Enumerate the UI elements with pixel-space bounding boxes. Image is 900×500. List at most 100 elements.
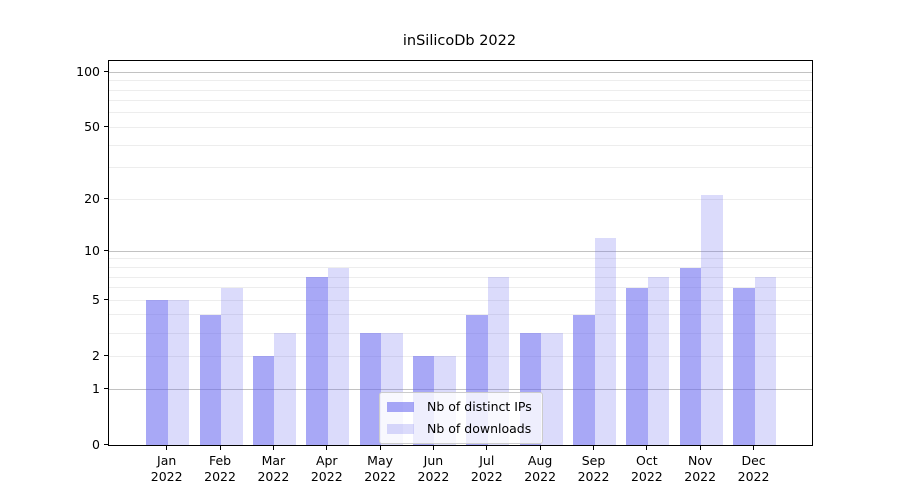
gridline-minor [109, 89, 812, 91]
x-tick-mark [379, 445, 381, 450]
x-tick-mark [753, 445, 755, 450]
bar-downloads-dec [754, 277, 777, 445]
bar-downloads-jan [167, 300, 190, 445]
y-tick-label: 0 [92, 436, 100, 452]
gridline-minor [109, 144, 812, 146]
x-tick-label: Apr 2022 [295, 453, 359, 485]
x-tick-label-year: 2022 [630, 469, 663, 484]
x-tick-label: Nov 2022 [668, 453, 732, 485]
x-tick-mark [432, 445, 434, 450]
x-tick-label-month: Sep [581, 453, 606, 468]
bar-downloads-mar [274, 333, 296, 445]
x-tick-label-year: 2022 [257, 469, 290, 484]
y-tick-label: 1 [92, 380, 100, 396]
x-tick-label-month: Aug [527, 453, 553, 468]
x-tick-mark [166, 445, 168, 450]
bar-downloads-nov [701, 195, 723, 445]
x-tick-mark [699, 445, 701, 450]
gridline-minor [109, 126, 812, 128]
x-tick-label-year: 2022 [470, 469, 503, 484]
bar-distinct-ips-nov [679, 267, 702, 445]
bar-downloads-apr [327, 267, 350, 445]
gridline-minor [109, 299, 812, 301]
x-tick-label: Jun 2022 [401, 453, 465, 485]
x-tick-label: Dec 2022 [722, 453, 786, 485]
legend-swatch-downloads [387, 423, 414, 434]
x-tick-mark [326, 445, 328, 450]
legend-item-distinct-ips: Nb of distinct IPs [387, 399, 532, 414]
x-tick-label-month: Nov [687, 453, 713, 468]
y-tick-mark [103, 197, 108, 199]
gridline-minor [109, 332, 812, 334]
bar-distinct-ips-jan [146, 300, 168, 445]
y-tick-mark [103, 354, 108, 356]
x-tick-mark [593, 445, 594, 450]
gridline-major [109, 71, 812, 73]
x-tick-label-month: Oct [636, 453, 658, 468]
bar-distinct-ips-mar [252, 356, 275, 445]
x-tick-label: Jul 2022 [455, 453, 519, 485]
x-tick-label-month: Feb [208, 453, 232, 468]
x-tick-label: Aug 2022 [508, 453, 572, 485]
y-tick-mark [103, 387, 108, 389]
gridline-minor [109, 287, 812, 289]
gridline-minor [109, 112, 812, 114]
y-tick-label: 2 [92, 347, 100, 363]
gridline-major [109, 388, 812, 390]
gridline-minor [109, 80, 812, 82]
x-tick-label: Jan 2022 [135, 453, 199, 485]
x-tick-label-month: Dec [741, 453, 766, 468]
gridline-minor [109, 258, 812, 260]
bar-distinct-ips-oct [626, 287, 648, 445]
plot-area [108, 60, 813, 446]
bar-downloads-oct [647, 277, 670, 445]
x-tick-label-year: 2022 [417, 469, 450, 484]
gridline-minor [109, 314, 812, 316]
x-tick-mark [646, 445, 648, 450]
y-tick-label: 5 [92, 291, 100, 307]
bar-downloads-feb [221, 287, 243, 445]
x-tick-label-year: 2022 [524, 469, 557, 484]
x-tick-mark [272, 445, 274, 450]
x-tick-label-year: 2022 [310, 469, 343, 484]
x-tick-label-year: 2022 [577, 469, 610, 484]
x-tick-label-year: 2022 [364, 469, 396, 484]
x-tick-label-month: Mar [261, 453, 286, 468]
y-tick-label: 20 [84, 190, 100, 206]
x-tick-label-year: 2022 [204, 469, 236, 484]
x-tick-mark [539, 445, 541, 450]
legend-item-downloads: Nb of downloads [387, 421, 532, 436]
x-tick-label: Mar 2022 [241, 453, 305, 485]
y-tick-label: 10 [84, 242, 100, 258]
bar-distinct-ips-may [359, 333, 382, 445]
gridline-minor [109, 267, 812, 268]
x-tick-label-month: Jan [157, 453, 177, 468]
bar-downloads-sep [594, 237, 616, 445]
bar-distinct-ips-feb [199, 314, 222, 445]
gridline-minor [109, 355, 812, 357]
x-tick-label-year: 2022 [684, 469, 717, 484]
y-tick-mark [103, 443, 108, 445]
gridline-major [109, 250, 812, 252]
x-tick-label: Sep 2022 [562, 453, 626, 485]
x-tick-label-month: Jul [479, 453, 495, 468]
x-tick-label-month: Jun [423, 453, 444, 468]
x-tick-mark [219, 445, 221, 450]
gridline-minor [109, 198, 812, 200]
x-tick-label-year: 2022 [150, 469, 183, 484]
chart-title: inSilicoDb 2022 [402, 33, 517, 49]
bar-distinct-ips-apr [306, 277, 328, 445]
y-tick-mark [103, 249, 108, 251]
y-tick-mark [103, 70, 108, 72]
y-tick-label: 100 [76, 63, 100, 79]
bar-downloads-aug [541, 333, 563, 445]
legend-label-distinct-ips: Nb of distinct IPs [427, 399, 532, 414]
y-tick-label: 50 [84, 118, 100, 134]
x-tick-label: May 2022 [348, 453, 412, 485]
gridline-minor [109, 100, 812, 102]
y-tick-mark [103, 125, 108, 127]
x-tick-mark [486, 445, 488, 450]
bar-distinct-ips-sep [573, 314, 595, 445]
legend-label-downloads: Nb of downloads [427, 421, 532, 436]
